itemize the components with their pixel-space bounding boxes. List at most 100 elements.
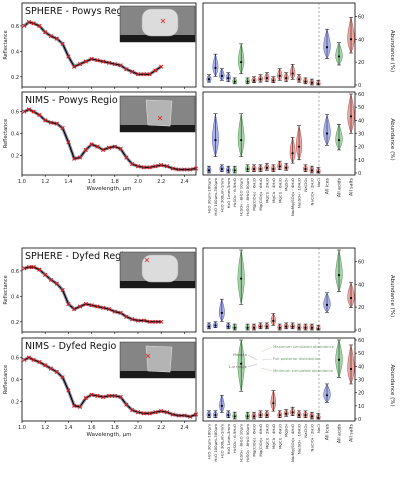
spectrum-model-point (159, 64, 164, 69)
species-violin-median (220, 74, 223, 77)
group-violin-median (337, 274, 341, 277)
inset-nims-footprint (145, 99, 173, 127)
spectrum-model-point (89, 303, 94, 308)
legend-min: Minimum simulated abundance (273, 368, 334, 373)
spectrum-model-point (22, 266, 27, 271)
spectrum-y-tick-label: 0.2 (11, 75, 19, 81)
panel-title: SPHERE - Dyfed Regio (25, 251, 130, 262)
spectrum-model-point (48, 120, 54, 125)
spectrum-model-point (37, 267, 42, 272)
spectrum-x-tick-label: 2.4 (180, 179, 188, 185)
abundance-y-tick-label: 60 (358, 14, 364, 20)
abundance-y-tick-label: 40 (358, 118, 364, 124)
group-violin-median (325, 46, 329, 49)
spectrum-y-tick-label: 0.6 (11, 24, 19, 30)
spectrum-model-point (147, 411, 152, 416)
abundance-y-tick-label: 50 (358, 351, 364, 357)
abundance-y-tick-label: 40 (358, 37, 364, 43)
spectrum-model-point (60, 375, 65, 380)
species-label: H₂SO₄ · 8H₂O 10µm (239, 178, 244, 216)
abundance-y-tick-label: 10 (358, 404, 364, 410)
spectrum-model-point (22, 23, 27, 29)
spectrum-model-point (54, 281, 59, 286)
species-label: Na₂SO₄ · 10H₂O (297, 178, 302, 208)
spectrum-x-tick-label: 1.8 (111, 425, 119, 431)
spectrum-model-point (101, 305, 106, 310)
spectrum-x-tick-label: 1.8 (111, 179, 119, 185)
species-violin-median (278, 165, 281, 168)
group-violin-median (349, 38, 353, 41)
spectrum-y-tick-label: 0.2 (11, 399, 19, 405)
abundance-y-tick-label: 0 (358, 417, 361, 423)
species-label: Mg(ClO₄)₂ · 6H₂O (252, 178, 257, 211)
group-label: All salts (349, 177, 355, 195)
spectrum-model-point (37, 359, 42, 365)
species-label: NaClO₄ (303, 424, 308, 438)
spectrum-model-point (66, 54, 71, 59)
spectrum-model-point (193, 412, 199, 417)
spectrum-model-point (159, 319, 164, 324)
species-violin-median (227, 169, 230, 172)
species-violin-median (252, 415, 256, 418)
species-violin-median (207, 325, 211, 328)
species-label: H₂O 300µm-1mm (219, 424, 224, 458)
species-violin-median (207, 169, 211, 172)
group-violin-median (349, 115, 353, 118)
spectrum-y-tick-label: 0.4 (11, 49, 19, 55)
abundance-axes (202, 247, 356, 333)
spectrum-x-tick-label: 2.2 (157, 179, 165, 185)
species-violin-median (227, 325, 230, 328)
species-violin-median (214, 413, 217, 417)
species-violin-median (265, 325, 268, 328)
spectrum-y-label: Reflectance (3, 365, 9, 394)
legend-median-pointer (247, 354, 258, 361)
spectrum-model-point (118, 394, 123, 400)
species-violin-median (304, 167, 307, 171)
species-violin-median (240, 138, 243, 142)
spectrum-model-point (147, 165, 152, 170)
species-label: H₂O 30µm-100µm (207, 424, 212, 459)
spectrum-model-point (141, 318, 146, 323)
abundance-y-label: Abundance (%) (389, 364, 395, 406)
species-violin-median (220, 167, 223, 171)
spectrum-model-point (83, 59, 88, 64)
spectrum-y-tick-label: 0.2 (11, 153, 19, 159)
species-violin-median (291, 72, 294, 75)
spectrum-model-point (153, 68, 158, 73)
spectrum-model-point (135, 318, 141, 323)
spectrum-y-label: Reflectance (3, 30, 9, 59)
species-violin-median (214, 138, 217, 142)
species-label: MgCl₂ · 2H₂O (264, 424, 269, 449)
inset-image-dark-band (120, 281, 195, 288)
species-label: MgCl₂ · 2H₂O (264, 178, 269, 203)
species-violin-median (265, 413, 268, 417)
legend-median: Median (233, 352, 247, 357)
spectrum-y-tick-label: 0.2 (11, 320, 19, 326)
species-label: H₂O 1mm-3mm (226, 424, 231, 455)
spectrum-model-point (43, 118, 48, 123)
species-violin-median (240, 277, 243, 280)
abundance-y-tick-label: 30 (358, 378, 364, 384)
spectrum-model-point (159, 163, 164, 168)
spectrum-model-point (153, 410, 158, 415)
spectrum-model-point (118, 146, 123, 151)
species-label: Mg(ClO₄)₂ · 6H₂O (252, 424, 257, 457)
group-violin-median (325, 132, 329, 135)
group-violin-median (337, 55, 341, 58)
spectrum-model-point (26, 264, 32, 270)
spectrum-model-point (43, 272, 48, 277)
species-violin-median (304, 326, 307, 329)
species-violin-median (272, 402, 275, 405)
inset-sphere-footprint (141, 8, 179, 37)
species-violin-median (240, 61, 243, 64)
spectrum-x-tick-label: 2.0 (134, 179, 142, 185)
species-label: NaClO₄ (303, 178, 308, 192)
species-label: MgCl₂ · 4H₂O (271, 424, 276, 449)
spectrum-x-tick-label: 1.4 (64, 425, 72, 431)
abundance-y-tick-label: 10 (358, 158, 364, 164)
abundance-axes (202, 337, 356, 422)
spectrum-model-point (72, 64, 77, 69)
spectrum-model-point (31, 109, 36, 114)
spectrum-model-point (193, 166, 199, 171)
species-violin-median (317, 170, 320, 173)
